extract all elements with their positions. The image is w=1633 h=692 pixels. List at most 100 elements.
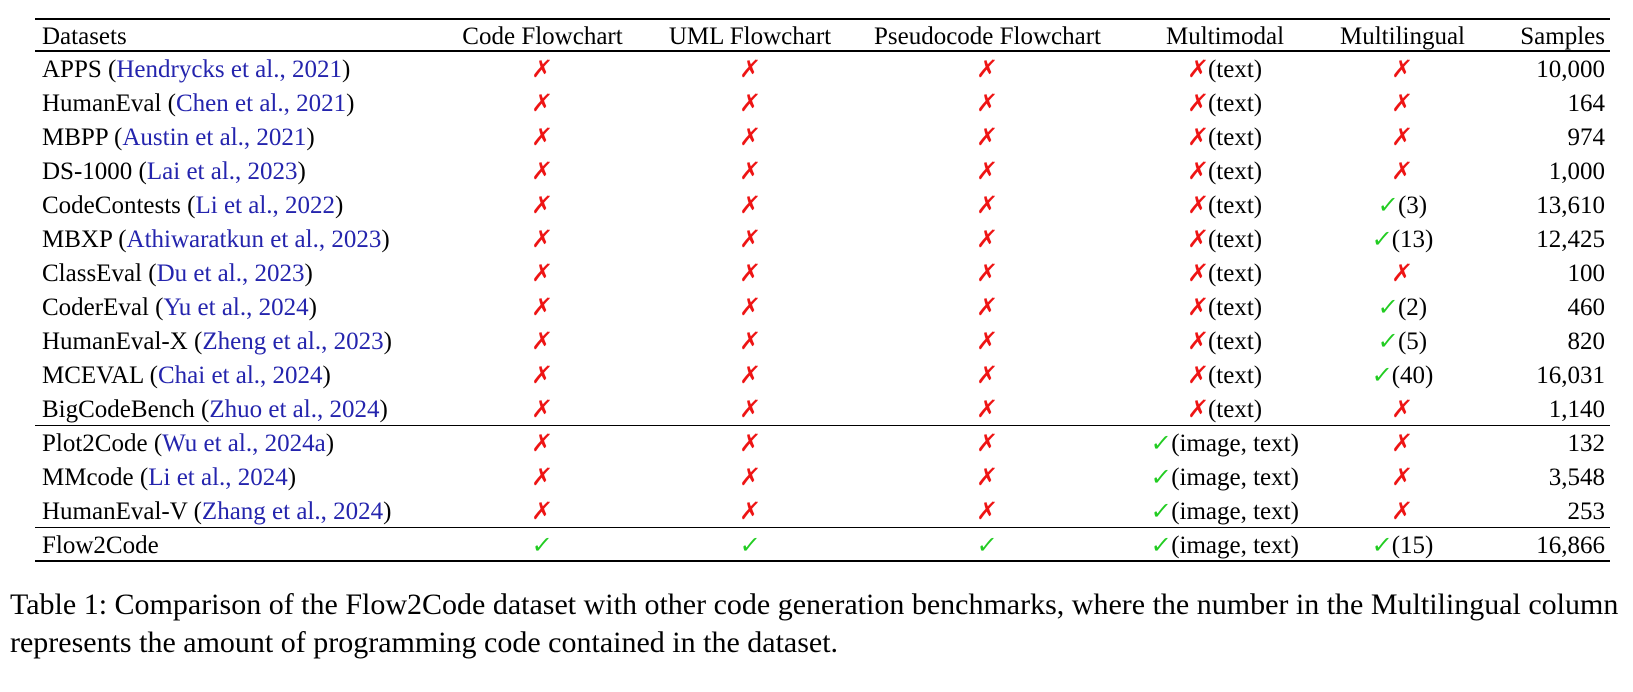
mark-suffix: (image, text): [1171, 430, 1299, 457]
mark-cell: ✓(image, text): [1120, 460, 1330, 495]
check-icon: ✓: [738, 531, 762, 559]
samples-value: 1,000: [1548, 157, 1605, 185]
check-icon: ✓: [1149, 463, 1173, 491]
mark-cell: ✗(text): [1120, 324, 1330, 359]
cross-icon: ✗: [530, 463, 555, 491]
citation-link[interactable]: Lai et al., 2023: [146, 157, 298, 185]
cross-icon: ✗: [1390, 395, 1415, 423]
citation-link[interactable]: Chen et al., 2021: [176, 89, 347, 117]
check-icon: ✓: [1149, 497, 1173, 525]
cross-icon: ✗: [975, 361, 1000, 389]
column-header-multimodal: Multimodal: [1165, 23, 1285, 50]
mark-cell: ✗: [855, 120, 1120, 155]
table-row: CoderEval (Yu et al., 2024) ✗ ✗ ✗ ✗(text) ✓(2…: [35, 290, 1610, 324]
citation-link[interactable]: Wu et al., 2024a: [162, 429, 326, 457]
table-row: ClassEval (Du et al., 2023) ✗ ✗ ✗ ✗(text) ✗ 10…: [35, 256, 1610, 290]
citation-link[interactable]: Athiwaratkun et al., 2023: [126, 225, 382, 253]
cross-icon: ✗: [738, 191, 762, 219]
mark-cell: ✗: [645, 358, 855, 393]
cross-icon: ✗: [975, 293, 1000, 321]
mark-cell: ✗: [440, 324, 645, 359]
mark-cell: ✗: [645, 154, 855, 189]
mark-cell: ✗: [440, 392, 645, 427]
mark-cell: ✓(image, text): [1120, 494, 1330, 529]
mark-cell: ✗: [855, 460, 1120, 495]
dataset-cell: ClassEval (Du et al., 2023): [42, 259, 313, 287]
samples-value: 974: [1567, 123, 1606, 151]
cross-icon: ✗: [1390, 497, 1415, 525]
mark-cell: ✓(3): [1330, 188, 1475, 223]
mark-cell: ✗: [855, 256, 1120, 291]
mark-suffix: (text): [1207, 226, 1263, 253]
cross-icon: ✗: [738, 497, 762, 525]
citation-link[interactable]: Zhuo et al., 2024: [209, 395, 380, 423]
citation-link[interactable]: Austin et al., 2021: [122, 123, 307, 151]
samples-value: 3,548: [1548, 463, 1605, 491]
table-row: HumanEval-V (Zhang et al., 2024) ✗ ✗ ✗ ✓(ima…: [35, 494, 1610, 528]
mark-suffix: (image, text): [1171, 532, 1299, 559]
table-row: BigCodeBench (Zhuo et al., 2024) ✗ ✗ ✗ ✗(tex…: [35, 392, 1610, 426]
table-row: MBPP (Austin et al., 2021) ✗ ✗ ✗ ✗(text) ✗ 974: [35, 120, 1610, 154]
mark-cell: ✗: [440, 154, 645, 189]
dataset-cell: Flow2Code: [35, 529, 440, 563]
check-icon: ✓: [1376, 191, 1400, 219]
cross-icon: ✗: [1390, 259, 1415, 287]
citation-link[interactable]: Hendrycks et al., 2021: [116, 55, 342, 83]
dataset-name: DS-1000: [42, 157, 133, 185]
citation-link[interactable]: Li et al., 2022: [195, 191, 336, 219]
samples-value: 460: [1567, 293, 1606, 321]
cross-icon: ✗: [1390, 123, 1415, 151]
check-icon: ✓: [1376, 327, 1400, 355]
citation-link[interactable]: Li et al., 2024: [148, 463, 288, 491]
mark-suffix: (image, text): [1171, 464, 1299, 491]
mark-suffix: (text): [1207, 328, 1263, 355]
check-icon: ✓: [530, 531, 555, 559]
mark-cell: ✗: [855, 52, 1120, 87]
column-header-multilingual: Multilingual: [1340, 23, 1465, 50]
mark-cell: ✗: [440, 86, 645, 121]
check-icon: ✓: [1370, 531, 1394, 559]
cross-icon: ✗: [738, 463, 762, 491]
mark-cell: ✗: [1330, 460, 1475, 495]
cross-icon: ✗: [1186, 55, 1210, 83]
cross-icon: ✗: [530, 497, 555, 525]
dataset-name: APPS: [42, 55, 102, 83]
mark-cell: ✓: [440, 528, 645, 563]
mark-cell: ✗: [1330, 256, 1475, 291]
mark-cell: ✓(40): [1330, 358, 1475, 393]
dataset-name: BigCodeBench: [42, 395, 195, 423]
table-row: DS-1000 (Lai et al., 2023) ✗ ✗ ✗ ✗(text) ✗ 1,0…: [35, 154, 1610, 188]
dataset-cell: Plot2Code (Wu et al., 2024a): [42, 429, 335, 457]
mark-cell: ✗: [645, 392, 855, 427]
mark-cell: ✗: [645, 52, 855, 87]
cross-icon: ✗: [530, 157, 555, 185]
cross-icon: ✗: [1390, 157, 1415, 185]
table-row: MMcode (Li et al., 2024) ✗ ✗ ✗ ✓(image, text…: [35, 460, 1610, 494]
dataset-name: MBXP: [42, 225, 112, 253]
mark-suffix: (5): [1397, 328, 1428, 355]
mark-cell: ✗: [855, 324, 1120, 359]
mark-suffix: (40): [1391, 362, 1434, 389]
mark-cell: ✗(text): [1120, 358, 1330, 393]
citation-link[interactable]: Yu et al., 2024: [163, 293, 309, 321]
mark-cell: ✗: [645, 324, 855, 359]
cross-icon: ✗: [738, 89, 762, 117]
citation-link[interactable]: Du et al., 2023: [156, 259, 305, 287]
citation-link[interactable]: Zheng et al., 2023: [202, 327, 384, 355]
cross-icon: ✗: [975, 395, 1000, 423]
mark-cell: ✗: [855, 154, 1120, 189]
dataset-cell: APPS (Hendrycks et al., 2021): [42, 55, 351, 83]
cross-icon: ✗: [1186, 157, 1210, 185]
mark-cell: ✗: [440, 290, 645, 325]
mark-cell: ✗: [1330, 154, 1475, 189]
table-row: HumanEval (Chen et al., 2021) ✗ ✗ ✗ ✗(text) ✗…: [35, 86, 1610, 120]
citation-link[interactable]: Chai et al., 2024: [157, 361, 323, 389]
citation-link[interactable]: Zhang et al., 2024: [201, 497, 384, 525]
cross-icon: ✗: [1186, 259, 1210, 287]
mark-cell: ✗: [645, 120, 855, 155]
mark-cell: ✓(5): [1330, 324, 1475, 359]
check-icon: ✓: [1149, 531, 1173, 559]
mark-cell: ✗: [645, 188, 855, 223]
samples-value: 16,031: [1536, 361, 1605, 389]
dataset-cell: HumanEval (Chen et al., 2021): [42, 89, 355, 117]
